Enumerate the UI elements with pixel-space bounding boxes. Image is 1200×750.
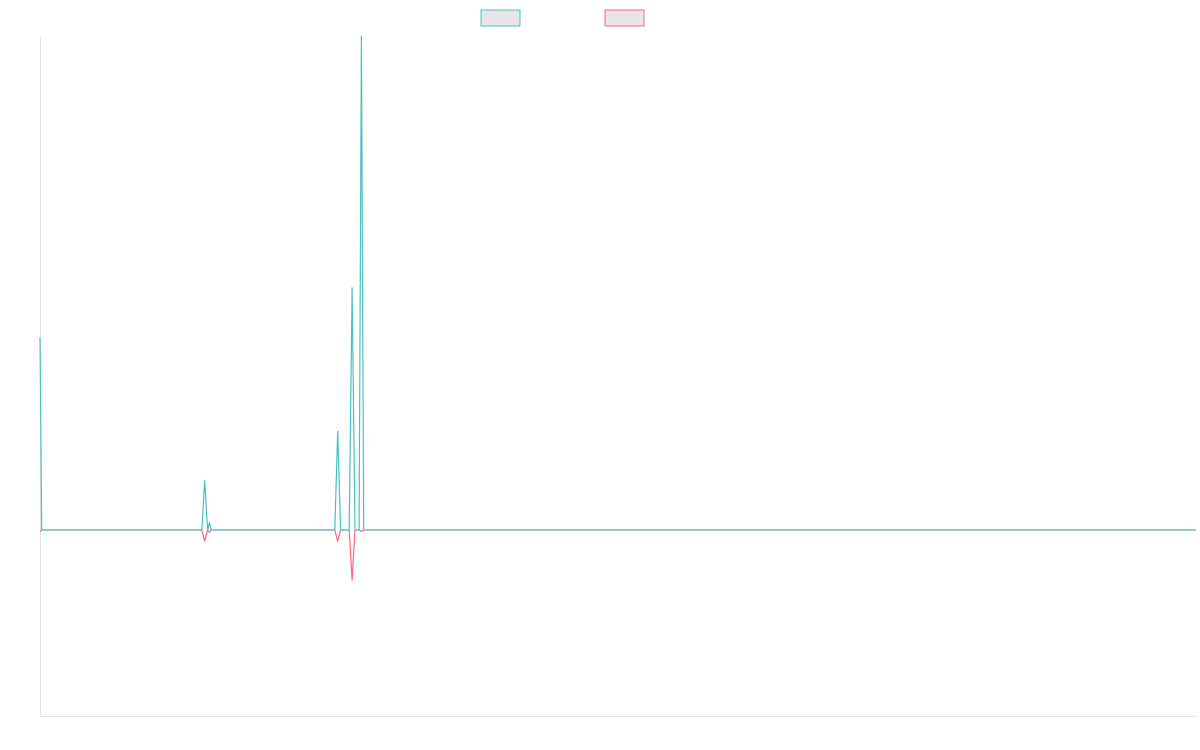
axes xyxy=(40,36,1196,717)
series-line-2 xyxy=(39,529,1196,581)
legend xyxy=(480,9,645,27)
legend-swatch-series-2[interactable] xyxy=(604,9,645,27)
series-layer xyxy=(39,35,1196,581)
legend-swatch-series-1[interactable] xyxy=(480,9,521,27)
series-line-1 xyxy=(39,35,1196,531)
